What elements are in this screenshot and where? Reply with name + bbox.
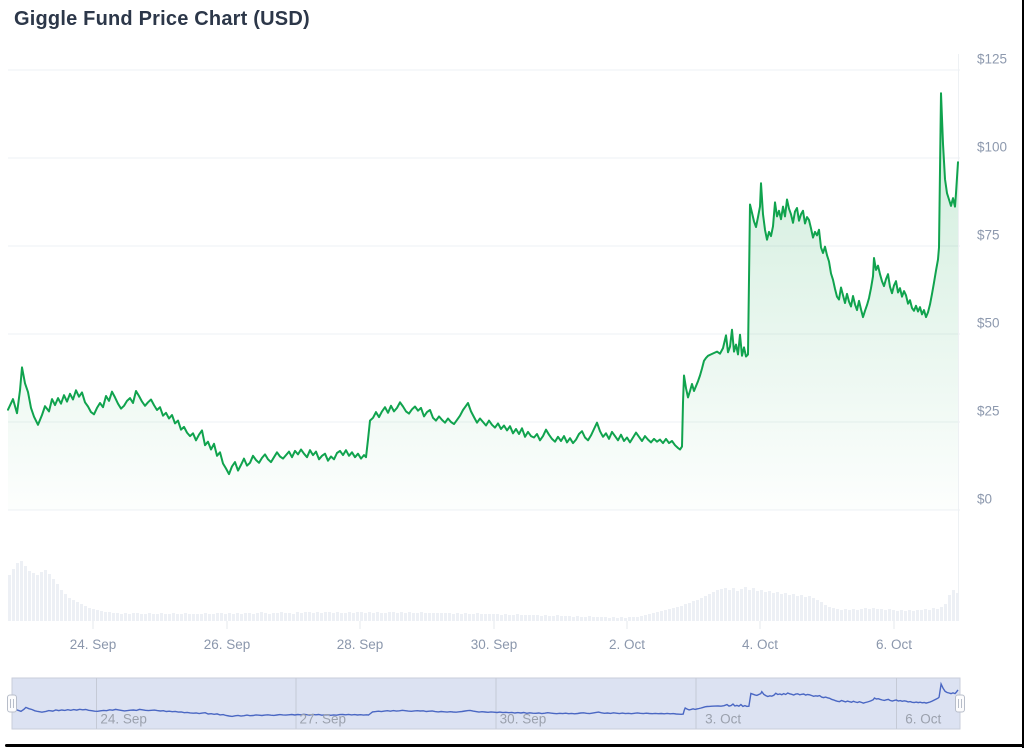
x-axis-label: 28. Sep (337, 637, 384, 652)
navigator-label: 30. Sep (500, 712, 547, 727)
x-axis-label: 4. Oct (742, 637, 778, 652)
navigator-label: 6. Oct (905, 712, 941, 727)
x-axis-label: 30. Sep (471, 637, 518, 652)
y-axis-label: $100 (977, 140, 1007, 155)
y-axis-labels: $0 $25 $50 $75 $100 $125 (977, 52, 1007, 507)
navigator-mask[interactable] (11, 677, 961, 730)
y-axis-label: $50 (977, 316, 1000, 331)
navigator-gridlines (96, 678, 897, 729)
navigator-line (11, 681, 959, 718)
navigator-labels: 24. Sep 27. Sep 30. Sep 3. Oct 6. Oct (100, 712, 941, 727)
x-axis-label: 26. Sep (204, 637, 251, 652)
navigator-handle-right[interactable] (955, 694, 965, 713)
chart-title: Giggle Fund Price Chart (USD) (14, 8, 310, 30)
volume-bars (8, 561, 959, 621)
y-axis-label: $0 (977, 492, 992, 507)
y-axis-label: $125 (977, 52, 1007, 67)
plot-area[interactable] (8, 40, 960, 630)
y-axis-label: $25 (977, 404, 1000, 419)
x-axis-labels: 24. Sep 26. Sep 28. Sep 30. Sep 2. Oct 4. Oct… (70, 637, 913, 652)
navigator-label: 27. Sep (300, 712, 347, 727)
navigator-handle-left[interactable] (7, 694, 17, 713)
screenshot-right-border (1022, 0, 1024, 748)
navigator-label: 3. Oct (705, 712, 741, 727)
x-axis-label: 6. Oct (876, 637, 912, 652)
x-axis-label: 2. Oct (609, 637, 645, 652)
navigator-label: 24. Sep (100, 712, 147, 727)
x-axis-ticks (92, 621, 895, 629)
y-axis-label: $75 (977, 228, 1000, 243)
x-axis-label: 24. Sep (70, 637, 117, 652)
price-line (7, 92, 959, 476)
screenshot-bottom-border (5, 744, 1024, 747)
price-area (8, 93, 958, 510)
